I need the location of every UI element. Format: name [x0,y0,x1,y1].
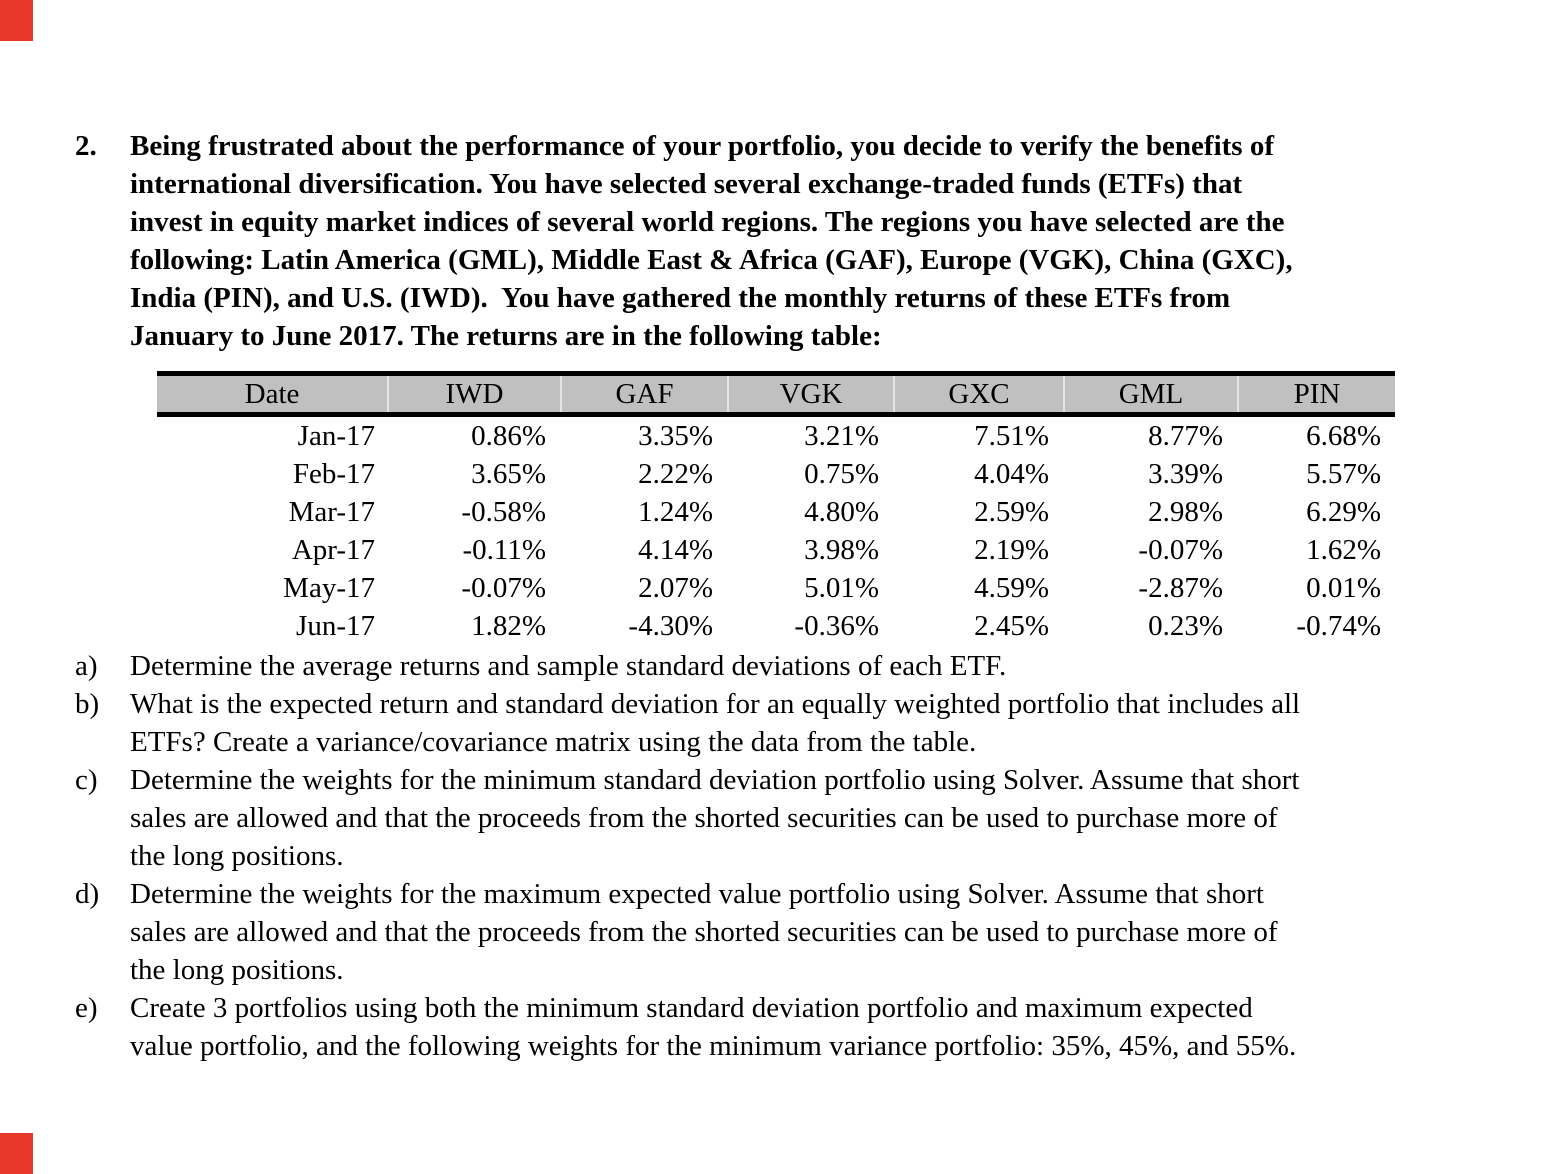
list-item-line: value portfolio, and the following weigh… [130,1030,1297,1062]
column-header-vgk: VGK [727,376,893,412]
return-cell: 1.62% [1306,534,1381,566]
table-row: Jun-17 1.82% -4.30% -0.36% 2.45% 0.23% -… [157,607,1395,645]
return-cell: 2.19% [974,534,1049,566]
list-item-b: b) What is the expected return and stand… [75,685,1300,761]
list-item-line: Create 3 portfolios using both the minim… [130,992,1253,1024]
returns-table: Date IWD GAF VGK GXC GML PIN Jan-17 0.86… [157,371,1395,645]
return-cell: 5.57% [1306,458,1381,490]
problem-text-line: invest in equity market indices of sever… [130,206,1285,238]
return-cell: -0.11% [462,534,547,566]
list-item-text: Determine the weights for the maximum ex… [130,875,1277,989]
column-header-iwd: IWD [387,376,560,412]
red-corner-mark-top-left [0,0,33,41]
return-cell: 0.86% [471,420,546,452]
problem-number: 2. [75,130,97,162]
return-cell: 3.21% [804,420,879,452]
return-cell: 2.59% [974,496,1049,528]
return-cell: 2.98% [1148,496,1223,528]
list-item-line: Determine the weights for the minimum st… [130,764,1300,796]
problem-statement: 2. Being frustrated about the performanc… [75,127,1293,355]
return-cell: 5.01% [804,572,879,604]
return-cell: 3.35% [638,420,713,452]
return-cell: 1.82% [471,610,546,642]
date-cell: Apr-17 [291,534,375,566]
problem-text-line: India (PIN), and U.S. (IWD). You have ga… [130,282,1231,314]
table-header-bottom-border [157,412,1395,417]
column-header-gxc: GXC [893,376,1063,412]
list-item-line: ETFs? Create a variance/covariance matri… [130,726,977,758]
return-cell: 7.51% [974,420,1049,452]
list-item-text: What is the expected return and standard… [130,685,1300,761]
return-cell: 0.23% [1148,610,1223,642]
return-cell: 3.65% [471,458,546,490]
list-item-line: the long positions. [130,954,344,986]
column-header-pin: PIN [1237,376,1395,412]
date-cell: Feb-17 [292,458,375,490]
return-cell: 0.75% [804,458,879,490]
date-cell: Mar-17 [288,496,375,528]
return-cell: 4.80% [804,496,879,528]
return-cell: 2.45% [974,610,1049,642]
return-cell: 4.59% [974,572,1049,604]
list-item-e: e) Create 3 portfolios using both the mi… [75,989,1300,1065]
list-item-label: c) [75,764,98,796]
return-cell: -2.87% [1138,572,1223,604]
return-cell: 2.07% [638,572,713,604]
column-header-gml: GML [1063,376,1237,412]
list-item-text: Determine the average returns and sample… [130,647,1006,685]
table-top-border [157,371,1395,376]
list-item-text: Determine the weights for the minimum st… [130,761,1300,875]
list-item-line: What is the expected return and standard… [130,688,1301,720]
return-cell: -0.36% [794,610,879,642]
column-header-date: Date [244,378,300,410]
list-item-a: a) Determine the average returns and sam… [75,647,1300,685]
table-row: Jan-17 0.86% 3.35% 3.21% 7.51% 8.77% 6.6… [157,417,1395,455]
table-row: Apr-17 -0.11% 4.14% 3.98% 2.19% -0.07% 1… [157,531,1395,569]
problem-text-line: international diversification. You have … [130,168,1243,200]
red-corner-mark-bottom-left [0,1133,33,1174]
table-body: Jan-17 0.86% 3.35% 3.21% 7.51% 8.77% 6.6… [157,417,1395,645]
problem-text-line: following: Latin America (GML), Middle E… [130,244,1293,276]
date-cell: Jun-17 [296,610,375,642]
list-item-line: sales are allowed and that the proceeds … [130,802,1278,834]
return-cell: -0.07% [1138,534,1223,566]
return-cell: -4.30% [628,610,713,642]
question-list: a) Determine the average returns and sam… [75,647,1300,1065]
list-item-label: d) [75,878,100,910]
return-cell: -0.07% [461,572,546,604]
list-item-line: sales are allowed and that the proceeds … [130,916,1278,948]
list-item-text: Create 3 portfolios using both the minim… [130,989,1296,1065]
list-item-line: Determine the weights for the maximum ex… [130,878,1264,910]
list-item-line: Determine the average returns and sample… [130,650,1007,682]
return-cell: 6.29% [1306,496,1381,528]
date-cell: Jan-17 [297,420,375,452]
list-item-label: e) [75,992,98,1024]
table-row: Mar-17 -0.58% 1.24% 4.80% 2.59% 2.98% 6.… [157,493,1395,531]
return-cell: 6.68% [1306,420,1381,452]
return-cell: 4.14% [638,534,713,566]
table-row: Feb-17 3.65% 2.22% 0.75% 4.04% 3.39% 5.5… [157,455,1395,493]
list-item-line: the long positions. [130,840,344,872]
table-row: May-17 -0.07% 2.07% 5.01% 4.59% -2.87% 0… [157,569,1395,607]
problem-text: Being frustrated about the performance o… [130,127,1293,355]
return-cell: 1.24% [638,496,713,528]
problem-text-line: Being frustrated about the performance o… [130,130,1274,162]
return-cell: 8.77% [1148,420,1223,452]
list-item-label: b) [75,688,100,720]
table-header-row: Date IWD GAF VGK GXC GML PIN [157,376,1395,412]
return-cell: -0.58% [461,496,546,528]
column-header-gaf: GAF [560,376,727,412]
return-cell: 0.01% [1306,572,1381,604]
return-cell: 4.04% [974,458,1049,490]
return-cell: -0.74% [1296,610,1381,642]
problem-text-line: January to June 2017. The returns are in… [130,320,882,352]
list-item-label: a) [75,650,98,682]
list-item-c: c) Determine the weights for the minimum… [75,761,1300,875]
return-cell: 3.98% [804,534,879,566]
date-cell: May-17 [283,572,375,604]
list-item-d: d) Determine the weights for the maximum… [75,875,1300,989]
return-cell: 2.22% [638,458,713,490]
return-cell: 3.39% [1148,458,1223,490]
